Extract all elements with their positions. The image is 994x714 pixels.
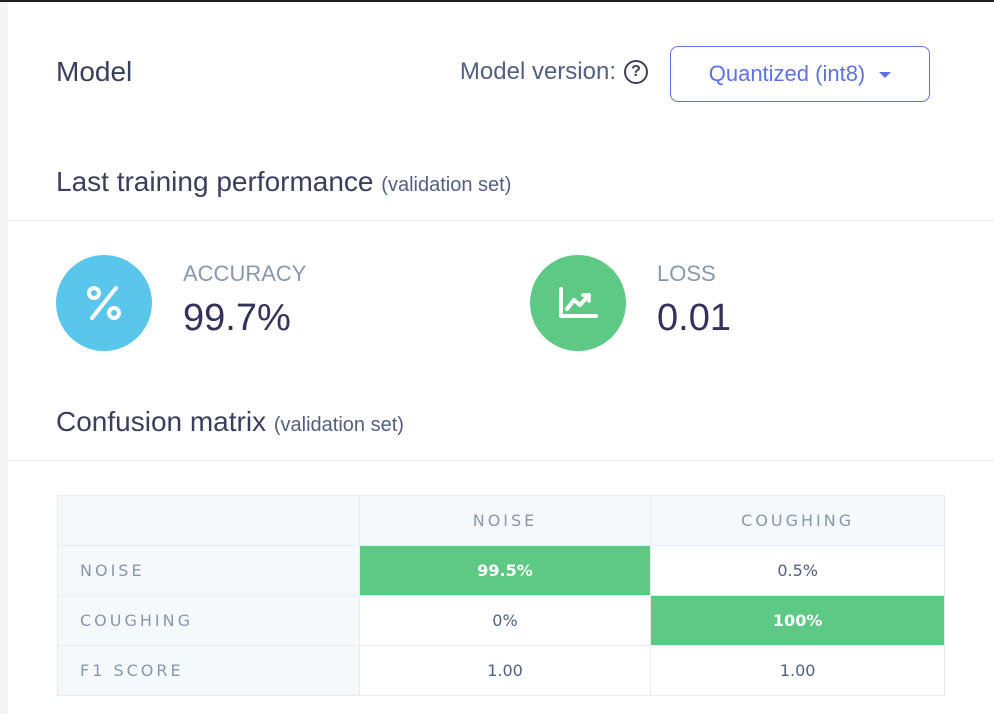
loss-value: 0.01 xyxy=(657,296,731,339)
confusion-section-title: Confusion matrix (validation set) xyxy=(56,406,404,438)
confusion-subtitle: (validation set) xyxy=(273,414,404,436)
table-corner-cell xyxy=(57,495,360,546)
confusion-title: Confusion matrix xyxy=(56,406,267,437)
model-version-label: Model version: xyxy=(459,58,616,85)
performance-title: Last training performance xyxy=(56,166,374,197)
table-cell: 1.00 xyxy=(650,645,945,696)
table-cell: 100% xyxy=(650,595,945,646)
table-row: F1 SCORE 1.00 1.00 xyxy=(57,645,945,696)
loss-metric: LOSS 0.01 xyxy=(530,255,731,351)
window-top-border xyxy=(0,0,994,2)
accuracy-label: ACCURACY xyxy=(183,260,307,286)
confusion-matrix-table: NOISE COUGHING NOISE 99.5% 0.5% COUGHING… xyxy=(57,495,945,696)
column-header-noise: NOISE xyxy=(358,495,652,546)
page-title: Model xyxy=(56,56,133,87)
left-edge-shade xyxy=(0,2,8,714)
column-header-coughing: COUGHING xyxy=(650,495,945,546)
table-cell: 0.5% xyxy=(650,545,945,596)
performance-subtitle: (validation set) xyxy=(381,174,512,196)
row-label-coughing: COUGHING xyxy=(57,595,360,646)
row-label-f1-score: F1 SCORE xyxy=(57,645,360,696)
percent-icon xyxy=(56,255,152,351)
model-version-dropdown[interactable]: Quantized (int8) xyxy=(670,46,930,102)
performance-divider xyxy=(8,220,994,221)
chart-line-icon xyxy=(530,255,626,351)
performance-section-title: Last training performance (validation se… xyxy=(56,166,511,198)
model-version-selected: Quantized (int8) xyxy=(708,61,866,86)
table-cell: 99.5% xyxy=(358,545,652,596)
model-version-label-group: Model version: ? xyxy=(460,58,648,86)
loss-label: LOSS xyxy=(657,260,716,286)
caret-down-icon xyxy=(879,72,892,78)
confusion-divider xyxy=(8,460,994,461)
table-cell: 1.00 xyxy=(358,645,652,696)
table-row: NOISE 99.5% 0.5% xyxy=(57,545,945,596)
model-header: Model Model version: ? Quantized (int8) xyxy=(56,46,930,102)
question-circle-icon[interactable]: ? xyxy=(624,60,648,84)
accuracy-value: 99.7% xyxy=(183,296,291,339)
row-label-noise: NOISE xyxy=(57,545,360,596)
table-cell: 0% xyxy=(358,595,652,646)
table-header-row: NOISE COUGHING xyxy=(57,495,945,546)
table-row: COUGHING 0% 100% xyxy=(57,595,945,646)
accuracy-metric: ACCURACY 99.7% xyxy=(56,255,306,351)
